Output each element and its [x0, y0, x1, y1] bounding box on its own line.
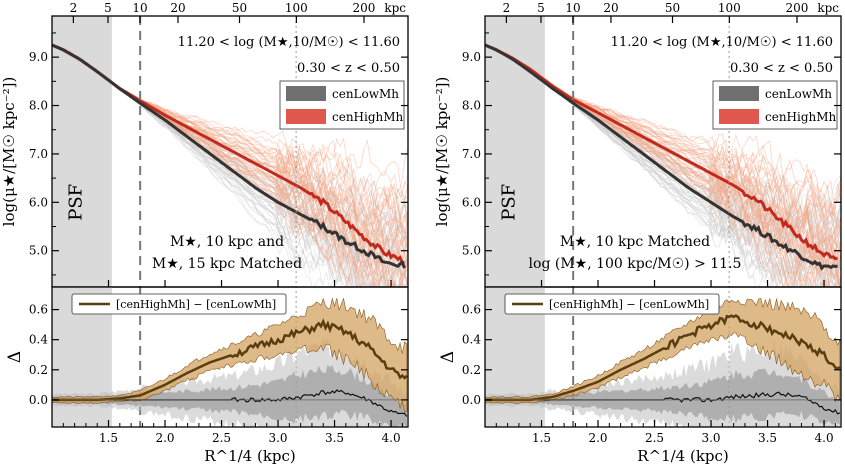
high-median-line [485, 43, 838, 261]
ytick-label: 5.0 [462, 244, 481, 258]
panel-left: PSF 11.20 < log (M★,10/M☉) < 11.60 0.30 < … [0, 1, 409, 465]
xtick-label: 1.5 [99, 431, 118, 445]
top-tick-label: 100 [718, 1, 741, 15]
delta-ytick-label: 0.6 [29, 303, 48, 317]
delta-legend: [cenHighMh] − [cenLowMh] [71, 293, 287, 315]
delta-plot-area [52, 287, 408, 427]
legend-label-high: cenHighMh [332, 110, 404, 124]
ytick-label: 9.0 [462, 50, 481, 64]
low-median-line [52, 43, 406, 269]
low-median-line [485, 43, 838, 271]
delta-ytick-label: 0.4 [462, 333, 481, 347]
top-axis-unit: kpc [817, 1, 839, 15]
xtick-label: 3.0 [268, 431, 287, 445]
ytick-label: 5.0 [29, 244, 48, 258]
legend-swatch-low [719, 86, 759, 101]
legend: cenLowMh cenHighMh [712, 80, 838, 130]
delta-line [485, 314, 841, 402]
xtick-label: 2.0 [588, 431, 607, 445]
delta-ytick-label: 0.0 [29, 393, 48, 407]
delta-legend: [cenHighMh] − [cenLowMh] [504, 293, 720, 315]
legend: cenLowMh cenHighMh [279, 80, 405, 130]
top-tick-label: 2 [70, 1, 78, 15]
y-axis-label-main: log(μ★/[M☉ kpc⁻²]) [433, 77, 451, 227]
ytick-label: 8.0 [462, 99, 481, 113]
top-tick-label: 20 [170, 1, 185, 15]
psf-label: PSF [498, 184, 519, 221]
main-plot-area [485, 16, 841, 287]
top-tick-label: 20 [603, 1, 618, 15]
xtick-label: 2.5 [645, 431, 664, 445]
legend-label-low: cenLowMh [765, 87, 832, 101]
ytick-label: 8.0 [29, 99, 48, 113]
top-tick-label: 10 [132, 1, 147, 15]
top-tick-label: 50 [665, 1, 680, 15]
psf-region [485, 16, 545, 287]
delta-line [52, 318, 408, 402]
legend-swatch-low [286, 86, 326, 101]
top-tick-label: 50 [232, 1, 247, 15]
xtick-label: 1.5 [532, 431, 551, 445]
delta-plot-area [485, 287, 841, 427]
psf-region [52, 16, 112, 287]
top-tick-label: 5 [104, 1, 112, 15]
top-axis-unit: kpc [384, 1, 406, 15]
delta-legend-label: [cenHighMh] − [cenLowMh] [549, 298, 709, 311]
match-annotation-line2: M★, 15 kpc Matched [152, 256, 302, 272]
ytick-label: 7.0 [29, 147, 48, 161]
y-axis-label-delta: Δ [438, 351, 458, 363]
delta-legend-label: [cenHighMh] − [cenLowMh] [116, 298, 276, 311]
ytick-label: 6.0 [462, 195, 481, 209]
top-tick-label: 5 [537, 1, 545, 15]
xtick-label: 3.5 [758, 431, 777, 445]
low-band-inner [485, 368, 840, 426]
xtick-label: 3.5 [325, 431, 344, 445]
redshift-annotation: 0.30 < z < 0.50 [297, 61, 400, 76]
top-tick-label: 2 [503, 1, 511, 15]
match-annotation-line1: M★, 10 kpc and [170, 234, 284, 250]
psf-label: PSF [65, 184, 86, 221]
top-tick-label: 200 [786, 1, 809, 15]
delta-ytick-label: 0.4 [29, 333, 48, 347]
delta-ytick-label: 0.6 [462, 303, 481, 317]
xtick-label: 2.0 [155, 431, 174, 445]
xtick-label: 4.0 [382, 431, 401, 445]
legend-label-high: cenHighMh [765, 110, 837, 124]
delta-legend-frame [71, 293, 287, 315]
top-tick-label: 100 [285, 1, 308, 15]
redshift-annotation: 0.30 < z < 0.50 [730, 61, 833, 76]
panel-right: PSF 11.20 < log (M★,10/M☉) < 11.60 0.30 < … [433, 1, 842, 465]
ytick-label: 9.0 [29, 50, 48, 64]
delta-axes-frame [51, 286, 409, 428]
x-axis-label: R^1/4 (kpc) [637, 447, 729, 465]
top-tick-label: 200 [353, 1, 376, 15]
mass-range-annotation: 11.20 < log (M★,10/M☉) < 11.60 [611, 35, 833, 50]
y-axis-label-delta: Δ [5, 351, 25, 363]
xtick-label: 2.5 [212, 431, 231, 445]
ytick-label: 7.0 [462, 147, 481, 161]
top-tick-label: 10 [565, 1, 580, 15]
xtick-label: 3.0 [701, 431, 720, 445]
delta-ytick-label: 0.2 [29, 363, 48, 377]
xtick-label: 4.0 [815, 431, 834, 445]
delta-legend-frame [504, 293, 720, 315]
main-plot-area [52, 16, 408, 287]
delta-ytick-label: 0.2 [462, 363, 481, 377]
low-band-inner [52, 364, 407, 427]
legend-swatch-high [719, 109, 759, 124]
legend-swatch-high [286, 109, 326, 124]
mass-range-annotation: 11.20 < log (M★,10/M☉) < 11.60 [178, 35, 400, 50]
match-annotation-line2: log (M★, 100 kpc/M☉) > 11.5 [529, 256, 742, 272]
legend-label-low: cenLowMh [332, 87, 399, 101]
x-axis-label: R^1/4 (kpc) [204, 447, 296, 465]
match-annotation-line1: M★, 10 kpc Matched [560, 234, 710, 250]
delta-axes-frame [484, 286, 842, 428]
delta-ytick-label: 0.0 [462, 393, 481, 407]
y-axis-label-main: log(μ★/[M☉ kpc⁻²]) [0, 77, 18, 227]
ytick-label: 6.0 [29, 195, 48, 209]
